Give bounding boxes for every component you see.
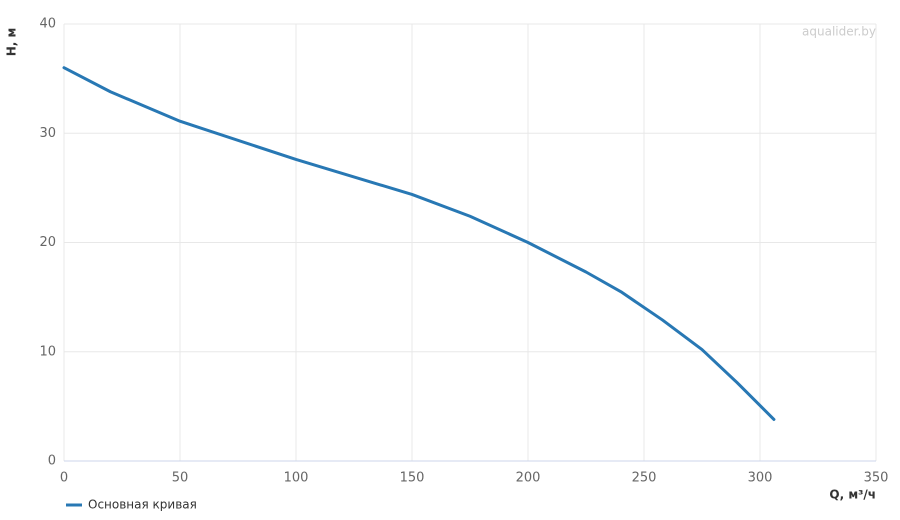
x-tick-label: 100 — [284, 471, 309, 486]
y-tick-label: 30 — [39, 126, 56, 141]
watermark: aqualider.by — [802, 25, 876, 39]
y-tick-label: 20 — [39, 235, 56, 250]
x-axis-label: Q, м³/ч — [829, 488, 876, 502]
x-tick-label: 200 — [516, 471, 541, 486]
legend-label: Основная кривая — [88, 498, 197, 512]
y-tick-label: 40 — [39, 17, 56, 32]
x-tick-label: 0 — [60, 471, 68, 486]
x-tick-label: 250 — [632, 471, 657, 486]
x-tick-label: 150 — [400, 471, 425, 486]
y-axis-label: H, м — [5, 28, 19, 57]
x-tick-label: 350 — [864, 471, 889, 486]
y-tick-label: 10 — [39, 344, 56, 359]
x-tick-label: 50 — [172, 471, 189, 486]
line-series — [62, 66, 776, 421]
x-tick-label: 300 — [748, 471, 773, 486]
y-tick-label: 0 — [48, 454, 56, 469]
